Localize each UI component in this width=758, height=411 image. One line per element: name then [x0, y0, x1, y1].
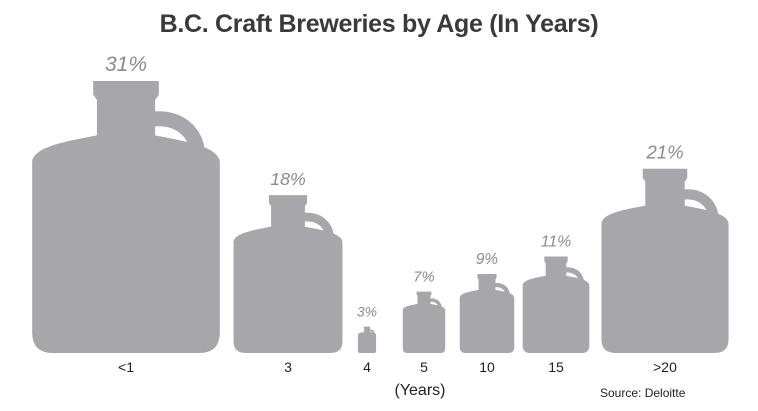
value-label: 11% — [541, 233, 572, 250]
source-note: Source: Deloitte — [600, 386, 686, 400]
jug-body — [357, 326, 377, 353]
jug-body — [601, 168, 729, 353]
category-label: 5 — [420, 359, 428, 375]
jug-body — [402, 291, 446, 353]
jug-mark-1 — [32, 81, 220, 353]
value-label: 3% — [357, 305, 377, 320]
jug-mark-5 — [459, 274, 515, 353]
category-label: 10 — [479, 359, 495, 375]
jug-body — [459, 274, 515, 353]
jug-mark-4 — [402, 291, 446, 353]
value-label: 18% — [270, 169, 305, 189]
jug-body — [522, 256, 590, 353]
value-label: 7% — [413, 270, 434, 286]
value-label: 31% — [105, 53, 147, 76]
jug-mark-6 — [522, 256, 590, 353]
chart-title: B.C. Craft Breweries by Age (In Years) — [159, 10, 599, 38]
jug-mark-2 — [233, 195, 343, 353]
category-label: 4 — [363, 359, 371, 375]
jug-mark-7 — [601, 168, 729, 353]
jug-mark-3 — [357, 326, 377, 353]
x-axis-title: (Years) — [394, 382, 446, 399]
jug-body — [32, 81, 220, 353]
value-label: 21% — [645, 142, 683, 163]
category-label: >20 — [653, 359, 677, 375]
category-label: 3 — [284, 359, 292, 375]
category-label: <1 — [118, 359, 134, 375]
jug-body — [233, 195, 343, 353]
category-label: 15 — [548, 359, 564, 375]
value-label: 9% — [476, 251, 498, 268]
